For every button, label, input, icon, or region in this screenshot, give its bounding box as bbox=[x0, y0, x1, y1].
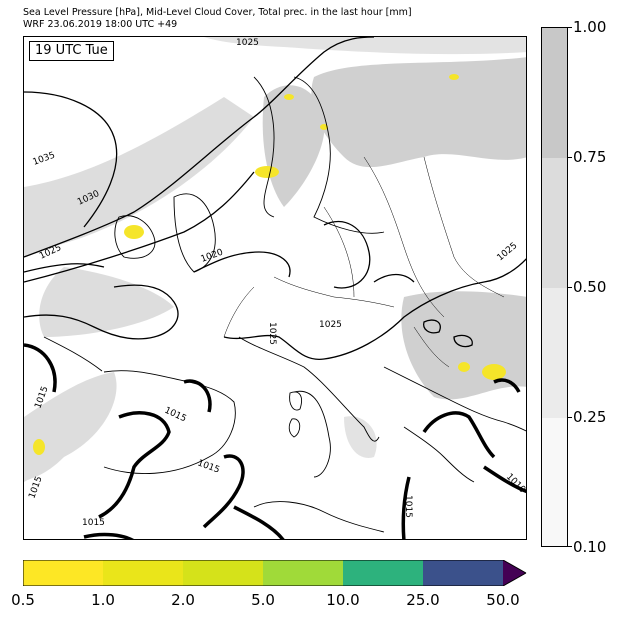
isobar-label: 1015 bbox=[403, 495, 413, 518]
precip-colorbar-segment bbox=[23, 560, 103, 586]
precip-colorbar-segment bbox=[343, 560, 423, 586]
low-pressure-isobars bbox=[24, 343, 526, 539]
weather-map: 1025 1035 1030 1025 1020 1025 1025 1015 … bbox=[23, 36, 527, 540]
isobar-label: 1015 bbox=[82, 518, 105, 528]
isobar-label: 1020 bbox=[200, 247, 225, 264]
cloud-colorbar-segment bbox=[542, 418, 567, 546]
precip-colorbar-tick-label: 50.0 bbox=[486, 591, 520, 609]
cloud-cover-colorbar bbox=[541, 27, 568, 547]
isobar-label: 1015 bbox=[163, 406, 188, 425]
isobar-label: 1025 bbox=[267, 322, 277, 345]
isobar-label: 1025 bbox=[496, 241, 520, 263]
cloud-colorbar-tick-label: 0.50 bbox=[573, 278, 607, 296]
chart-title: Sea Level Pressure [hPa], Mid-Level Clou… bbox=[23, 7, 412, 18]
cloud-colorbar-tick-label: 0.75 bbox=[573, 148, 607, 166]
precip-colorbar-tick-label: 10.0 bbox=[326, 591, 360, 609]
precip-colorbar-extend-arrow bbox=[503, 560, 526, 586]
model-run-subtitle: WRF 23.06.2019 18:00 UTC +49 bbox=[23, 19, 178, 30]
country-borders bbox=[223, 156, 505, 368]
precip-colorbar-segment bbox=[423, 560, 503, 586]
precip-colorbar-segment bbox=[103, 560, 183, 586]
coastlines bbox=[43, 76, 526, 533]
cloud-colorbar-segment bbox=[542, 158, 567, 288]
isobar-label: 1025 bbox=[236, 38, 259, 48]
precip-colorbar-tick-label: 25.0 bbox=[406, 591, 440, 609]
precip-layer bbox=[33, 74, 506, 455]
cloud-colorbar-tick-label: 0.25 bbox=[573, 408, 607, 426]
precip-colorbar-tick-label: 1.0 bbox=[91, 591, 115, 609]
cloud-colorbar-segment bbox=[542, 288, 567, 418]
precip-colorbar-segment bbox=[263, 560, 343, 586]
isobar-label: 1035 bbox=[32, 151, 57, 168]
precip-colorbar-tick-label: 2.0 bbox=[171, 591, 195, 609]
isobar-label: 1025 bbox=[319, 320, 342, 330]
precip-colorbar-tick-label: 5.0 bbox=[251, 591, 275, 609]
precip-colorbar bbox=[23, 560, 527, 586]
precip-colorbar-segment bbox=[183, 560, 263, 586]
cloud-cover-layer bbox=[24, 37, 526, 482]
cloud-colorbar-segment bbox=[542, 28, 567, 158]
isobars bbox=[24, 37, 526, 360]
valid-time-label: 19 UTC Tue bbox=[29, 41, 114, 61]
cloud-colorbar-tick-label: 0.10 bbox=[573, 538, 607, 556]
precip-colorbar-tick-label: 0.5 bbox=[11, 591, 35, 609]
isobar-label: 1015 bbox=[196, 458, 221, 475]
cloud-colorbar-tick-label: 1.00 bbox=[573, 18, 607, 36]
